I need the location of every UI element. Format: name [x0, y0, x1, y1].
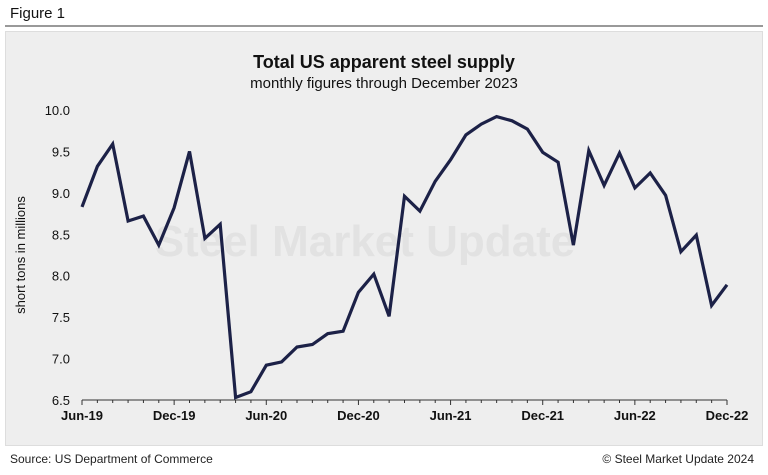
chart-subtitle: monthly figures through December 2023: [250, 75, 518, 92]
x-tick-label: Jun-19: [61, 408, 103, 423]
source-note: Source: US Department of Commerce: [10, 452, 213, 466]
y-axis-label: short tons in millions: [13, 196, 28, 314]
x-tick-label: Jun-22: [614, 408, 656, 423]
y-tick-label: 10.0: [45, 103, 70, 118]
x-tick-label: Jun-20: [245, 408, 287, 423]
y-tick-label: 7.0: [52, 352, 70, 367]
x-tick-label: Jun-21: [430, 408, 472, 423]
chart-panel: [5, 31, 763, 446]
x-tick-label: Dec-19: [153, 408, 196, 423]
y-tick-label: 9.5: [52, 144, 70, 159]
y-tick-label: 7.5: [52, 310, 70, 325]
y-tick-label: 6.5: [52, 393, 70, 408]
x-tick-label: Dec-20: [337, 408, 380, 423]
y-tick-label: 8.5: [52, 227, 70, 242]
y-tick-label: 8.0: [52, 269, 70, 284]
copyright-note: © Steel Market Update 2024: [602, 452, 754, 466]
y-tick-label: 9.0: [52, 186, 70, 201]
figure-label: Figure 1: [10, 5, 66, 22]
x-tick-label: Dec-21: [521, 408, 564, 423]
divider: [5, 25, 763, 27]
x-tick-label: Dec-22: [706, 408, 749, 423]
chart-title: Total US apparent steel supply: [253, 52, 515, 72]
watermark: Steel Market Update: [155, 217, 576, 266]
